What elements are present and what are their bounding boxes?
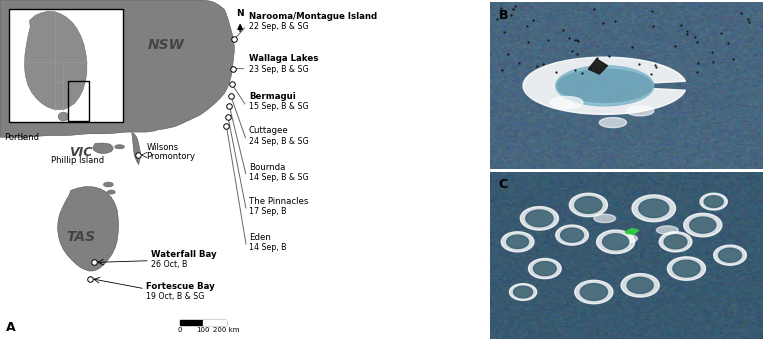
Text: Bournda: Bournda — [249, 163, 285, 172]
Polygon shape — [24, 11, 87, 110]
Text: Bermagui: Bermagui — [249, 92, 295, 101]
Polygon shape — [673, 260, 700, 277]
Text: 100: 100 — [196, 327, 210, 333]
Text: 14 Sep, B & SG: 14 Sep, B & SG — [249, 173, 308, 182]
Polygon shape — [569, 193, 607, 217]
Text: 19 Oct, B & SG: 19 Oct, B & SG — [146, 292, 205, 301]
Text: B: B — [499, 9, 508, 22]
Polygon shape — [57, 187, 119, 271]
Polygon shape — [132, 132, 141, 165]
Bar — [203, 320, 226, 325]
Text: Wilsons: Wilsons — [146, 143, 178, 152]
Text: TAS: TAS — [66, 230, 95, 244]
Polygon shape — [599, 118, 627, 128]
Polygon shape — [718, 248, 741, 262]
Polygon shape — [667, 257, 705, 280]
Polygon shape — [704, 196, 723, 208]
Text: 200 km: 200 km — [213, 327, 239, 333]
Polygon shape — [509, 284, 537, 300]
Polygon shape — [603, 234, 629, 250]
Text: Fortescue Bay: Fortescue Bay — [146, 282, 215, 291]
Text: The Pinnacles: The Pinnacles — [249, 197, 308, 206]
Polygon shape — [513, 286, 532, 298]
Text: Eden: Eden — [249, 233, 271, 242]
Polygon shape — [616, 234, 637, 243]
Polygon shape — [684, 213, 722, 237]
Polygon shape — [714, 245, 747, 265]
Text: 24 Sep, B & SG: 24 Sep, B & SG — [249, 137, 308, 146]
Polygon shape — [664, 235, 687, 249]
Text: 23 Sep, B & SG: 23 Sep, B & SG — [249, 65, 308, 74]
Polygon shape — [93, 143, 113, 154]
Polygon shape — [656, 226, 679, 234]
Polygon shape — [690, 217, 716, 233]
Polygon shape — [632, 195, 675, 222]
Polygon shape — [526, 210, 553, 227]
Text: Waterfall Bay: Waterfall Bay — [151, 250, 217, 259]
Polygon shape — [597, 230, 635, 253]
Polygon shape — [621, 274, 659, 297]
Bar — [180, 320, 226, 325]
Text: C: C — [499, 178, 508, 191]
Ellipse shape — [107, 190, 116, 194]
Text: Portland: Portland — [4, 133, 39, 142]
Polygon shape — [575, 280, 613, 304]
Text: Wallaga Lakes: Wallaga Lakes — [249, 55, 318, 63]
Text: Narooma/Montague Island: Narooma/Montague Island — [249, 12, 377, 21]
Polygon shape — [588, 59, 607, 74]
Polygon shape — [555, 66, 654, 106]
Text: N: N — [236, 9, 244, 18]
Polygon shape — [550, 96, 583, 108]
Text: A: A — [6, 321, 15, 334]
Text: 26 Oct, B: 26 Oct, B — [151, 260, 187, 269]
Text: 0: 0 — [177, 327, 182, 333]
Ellipse shape — [115, 145, 125, 149]
Text: Cuttagee: Cuttagee — [249, 127, 288, 135]
Text: 17 Sep, B: 17 Sep, B — [249, 207, 286, 216]
Polygon shape — [659, 232, 692, 252]
Polygon shape — [594, 214, 616, 223]
Text: 14 Sep, B: 14 Sep, B — [249, 243, 286, 252]
Polygon shape — [625, 228, 639, 234]
Bar — [68, 81, 89, 121]
Polygon shape — [627, 277, 653, 293]
Polygon shape — [0, 0, 234, 137]
Polygon shape — [555, 225, 588, 245]
Ellipse shape — [103, 182, 113, 187]
Polygon shape — [575, 197, 602, 213]
FancyBboxPatch shape — [8, 9, 123, 122]
Text: Promontory: Promontory — [146, 152, 195, 161]
Text: 15 Sep, B & SG: 15 Sep, B & SG — [249, 103, 308, 111]
Polygon shape — [529, 259, 562, 279]
Text: Phillip Island: Phillip Island — [51, 156, 104, 165]
Polygon shape — [506, 235, 529, 248]
Polygon shape — [627, 106, 654, 116]
Polygon shape — [523, 57, 685, 114]
Polygon shape — [580, 284, 607, 300]
Polygon shape — [520, 206, 558, 230]
Polygon shape — [533, 262, 556, 276]
Text: NSW: NSW — [148, 38, 184, 51]
Ellipse shape — [58, 112, 69, 121]
Text: 22 Sep, B & SG: 22 Sep, B & SG — [249, 22, 308, 31]
Text: VIC: VIC — [69, 146, 93, 159]
Polygon shape — [561, 228, 584, 242]
Polygon shape — [501, 232, 534, 252]
Polygon shape — [639, 199, 669, 217]
Polygon shape — [700, 193, 728, 210]
